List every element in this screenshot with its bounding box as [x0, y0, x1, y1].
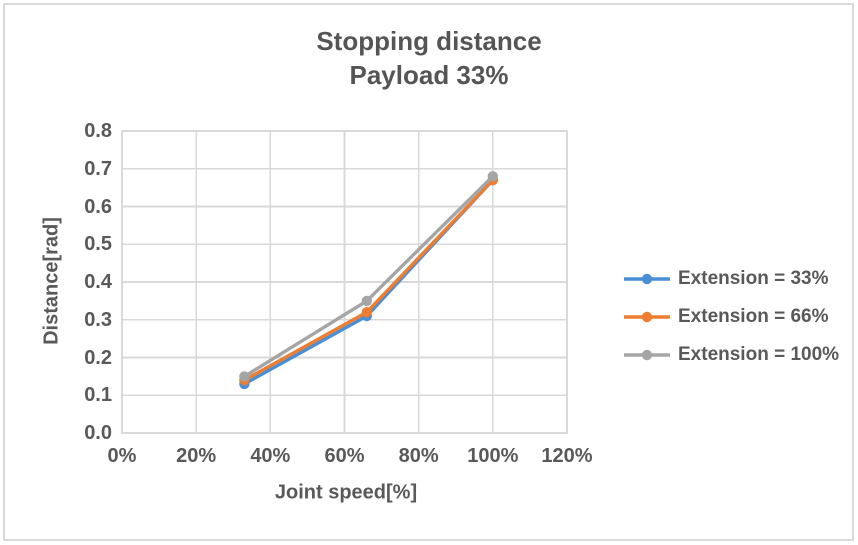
data-point-marker [361, 307, 372, 318]
x-axis-title: Joint speed[%] [274, 481, 418, 504]
y-tick-label: 0.0 [84, 422, 112, 444]
y-tick-label: 0.6 [84, 195, 112, 218]
x-tick-label: 0% [107, 445, 137, 467]
legend-item-extension-66: Extension = 66% [624, 302, 839, 332]
y-tick-label: 0.8 [84, 120, 112, 142]
data-point-marker [487, 171, 498, 182]
y-tick-label: 0.1 [84, 384, 112, 407]
x-tick-label: 80% [398, 445, 439, 467]
legend-line-marker-icon [624, 349, 670, 361]
legend-label: Extension = 66% [678, 306, 829, 327]
y-tick-label: 0.2 [84, 346, 112, 369]
x-tick-label: 100% [467, 445, 519, 467]
x-tick-label: 20% [176, 445, 217, 467]
legend-label: Extension = 100% [678, 344, 840, 365]
y-tick-label: 0.7 [84, 157, 112, 180]
data-point-marker [361, 295, 372, 307]
series-line-1 [242, 178, 495, 382]
y-axis-title: Distance[rad] [40, 217, 63, 345]
plot-border [121, 130, 568, 434]
chart-title-line1: Stopping distance [316, 26, 542, 56]
x-tick-label: 120% [541, 445, 593, 467]
legend-item-extension-100: Extension = 100% [624, 340, 839, 370]
y-tick-label: 0.5 [84, 233, 112, 256]
legend: Extension = 33% Extension = 66% Extensio… [624, 264, 839, 370]
x-tick-label: 60% [324, 445, 365, 467]
chart-title-line2: Payload 33% [349, 60, 509, 90]
plot-area [121, 130, 568, 434]
legend-line-marker-icon [624, 273, 670, 285]
y-tick-label: 0.4 [84, 271, 112, 293]
x-tick-label: 40% [250, 445, 291, 467]
y-tick-label: 0.3 [84, 308, 112, 331]
legend-item-extension-33: Extension = 33% [624, 264, 839, 294]
chart-title: Stopping distance Payload 33% [0, 24, 858, 92]
legend-line-marker-icon [624, 311, 670, 323]
legend-label: Extension = 33% [678, 268, 829, 289]
data-point-marker [239, 371, 250, 382]
